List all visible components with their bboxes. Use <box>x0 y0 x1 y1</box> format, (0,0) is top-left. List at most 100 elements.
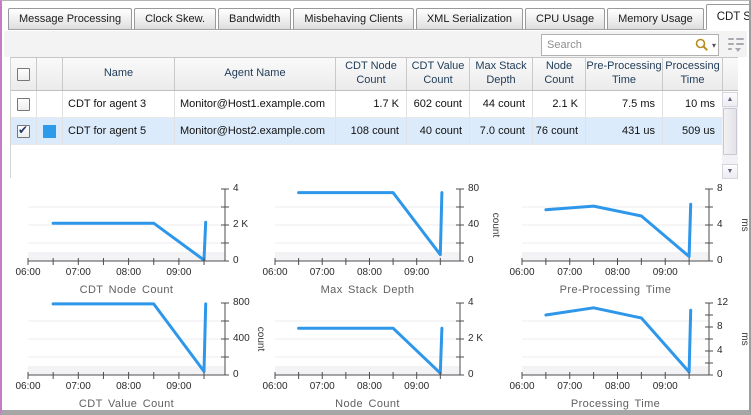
row-value: 108 count <box>336 118 407 144</box>
tab-message-processing[interactable]: Message Processing <box>8 8 133 29</box>
row-value: 44 count <box>470 91 533 117</box>
column-header-pre-processing-time[interactable]: Pre-Processing Time <box>586 58 663 90</box>
chart-title: Pre-Processing Time <box>559 284 672 296</box>
tab-memory-usage[interactable]: Memory Usage <box>607 8 704 29</box>
x-tick-label: 06:00 <box>509 267 535 278</box>
x-tick-label: 08:00 <box>356 267 382 278</box>
y-tick-label: 8 <box>717 321 723 332</box>
scrollbar-thumb[interactable] <box>723 108 737 155</box>
x-tick-label: 07:00 <box>557 381 583 392</box>
toolbar: ▾ <box>4 31 747 57</box>
tab-bar: Message Processing Clock Skew. Bandwidth Mi… <box>8 3 749 30</box>
y-tick-label: 400 <box>233 333 250 344</box>
chart-cdt-value-count: 0 400 800 count 06:00 07:00 08:00 09:00 CDT Valu… <box>15 297 275 410</box>
column-header-node-count[interactable]: Node Count <box>533 58 586 90</box>
y-tick-label: 4 <box>717 345 723 356</box>
row-value: 1.7 K <box>336 91 407 117</box>
scroll-up-button[interactable]: ▲ <box>722 92 738 107</box>
x-tick-label: 08:00 <box>116 381 142 392</box>
header-select-all-cell[interactable] <box>11 58 37 90</box>
column-header-color[interactable] <box>37 58 63 90</box>
y-axis-unit-label: ms <box>739 332 750 346</box>
y-tick-label: 2 K <box>468 333 484 344</box>
row-value: 431 us <box>586 118 663 144</box>
x-tick-label: 06:00 <box>509 381 535 392</box>
y-tick-label: 0 <box>233 369 239 380</box>
x-tick-label: 07:00 <box>65 381 91 392</box>
row-value: 76 count <box>533 118 586 144</box>
chart-cdt-node-count: 0 2 K 4 06:00 07:00 08:00 09:00 CDT Node Count <box>15 183 275 301</box>
scroll-down-button[interactable]: ▼ <box>722 164 738 179</box>
x-tick-label: 06:00 <box>15 381 41 392</box>
tab-clock-skew[interactable]: Clock Skew. <box>134 8 217 29</box>
y-tick-label: 4 <box>233 183 239 194</box>
column-header-max-stack-depth[interactable]: Max Stack Depth <box>470 58 533 90</box>
tab-bandwidth[interactable]: Bandwidth <box>218 8 292 29</box>
row-checkbox-cell <box>11 118 37 144</box>
row-value: 509 us <box>663 118 723 144</box>
y-tick-label: 0 <box>468 369 474 380</box>
search-icon[interactable] <box>694 37 710 53</box>
series-line <box>297 191 444 257</box>
chart-plot <box>521 302 713 379</box>
y-axis-unit-label: count <box>490 212 501 238</box>
chart-title: Processing Time <box>570 398 661 410</box>
column-header-processing-time[interactable]: Processing Time <box>663 58 723 90</box>
y-tick-label: 0 <box>717 255 723 266</box>
column-header-agent-name[interactable]: Agent Name <box>175 58 336 90</box>
chart-plot <box>521 188 713 265</box>
tab-xml-serialization[interactable]: XML Serialization <box>415 8 524 29</box>
x-tick-label: 06:00 <box>15 267 41 278</box>
tab-misbehaving-clients[interactable]: Misbehaving Clients <box>293 8 414 29</box>
series-line <box>544 306 693 374</box>
series-line <box>51 302 208 373</box>
row-checkbox[interactable] <box>17 123 30 138</box>
y-axis-unit-label: ms <box>739 218 750 232</box>
row-value: 602 count <box>407 91 470 117</box>
row-agent-name: Monitor@Host2.example.com <box>175 118 336 144</box>
select-all-checkbox[interactable] <box>17 67 30 81</box>
y-axis-unit-label: count <box>255 326 266 352</box>
y-tick-label: 8 <box>717 183 723 194</box>
tab-cdt-submission[interactable]: CDT Submission <box>705 4 749 30</box>
chart-plot <box>274 188 464 265</box>
series-line <box>51 220 208 262</box>
series-line <box>297 326 444 375</box>
row-agent-name: Monitor@Host1.example.com <box>175 91 336 117</box>
table-row[interactable]: CDT for agent 3 Monitor@Host1.example.com… <box>11 91 738 118</box>
row-color-cell <box>37 118 63 144</box>
x-tick-label: 08:00 <box>116 267 142 278</box>
chart-title: Node Count <box>335 398 400 410</box>
column-chooser-icon[interactable] <box>726 37 746 53</box>
column-header-cdt-value-count[interactable]: CDT Value Count <box>407 58 470 90</box>
table-body: CDT for agent 3 Monitor@Host1.example.com… <box>11 91 738 145</box>
tab-cpu-usage[interactable]: CPU Usage <box>525 8 606 29</box>
x-tick-label: 09:00 <box>652 381 678 392</box>
row-value: 40 count <box>407 118 470 144</box>
table-row[interactable]: CDT for agent 5Monitor@Host2.example.com… <box>11 118 738 145</box>
y-tick-label: 12 <box>717 297 729 308</box>
row-value: 7.0 count <box>470 118 533 144</box>
column-header-cdt-node-count[interactable]: CDT Node Count <box>336 58 407 90</box>
table-vertical-scrollbar[interactable]: ▲ ▼ <box>722 92 738 179</box>
x-tick-label: 07:00 <box>309 267 335 278</box>
table-header-row: Name Agent Name CDT Node Count CDT Value Co… <box>11 58 738 91</box>
search-options-caret-icon[interactable]: ▾ <box>712 40 717 50</box>
x-tick-label: 09:00 <box>166 381 192 392</box>
row-name: CDT for agent 3 <box>63 91 175 117</box>
x-tick-label: 08:00 <box>604 381 630 392</box>
row-checkbox-cell <box>11 91 37 117</box>
chart-title: CDT Value Count <box>78 398 175 410</box>
y-tick-label: 0 <box>468 255 474 266</box>
x-tick-label: 09:00 <box>404 381 430 392</box>
search-input[interactable] <box>542 36 694 54</box>
column-header-name[interactable]: Name <box>63 58 175 90</box>
y-tick-label: 4 <box>717 219 723 230</box>
chart-plot <box>27 188 229 265</box>
row-checkbox[interactable] <box>17 97 30 111</box>
y-tick-label: 80 <box>468 183 480 194</box>
x-tick-label: 08:00 <box>356 381 382 392</box>
x-tick-label: 07:00 <box>65 267 91 278</box>
chart-node-count: 0 2 K 4 06:00 07:00 08:00 09:00 Node Count <box>262 297 510 410</box>
x-tick-label: 07:00 <box>309 381 335 392</box>
